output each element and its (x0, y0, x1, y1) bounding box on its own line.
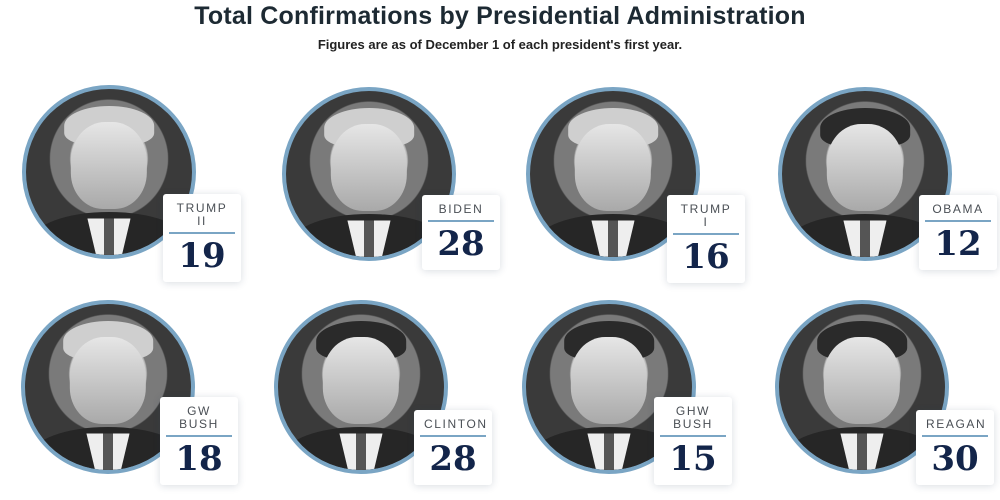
value-card: OBAMA 12 (919, 195, 997, 270)
value-card: TRUMP II 19 (163, 194, 241, 282)
president-label: GHW BUSH (660, 405, 726, 437)
president-tile-obama: OBAMA 12 (778, 85, 1000, 285)
page-title: Total Confirmations by Presidential Admi… (194, 2, 806, 30)
president-label: GW BUSH (166, 405, 232, 437)
value-card: BIDEN 28 (422, 195, 500, 270)
value-card: GW BUSH 18 (160, 397, 238, 485)
value-card: REAGAN 30 (916, 410, 994, 485)
president-tile-clinton: CLINTON 28 (274, 300, 504, 500)
confirmation-count: 30 (931, 439, 979, 479)
value-card: GHW BUSH 15 (654, 397, 732, 485)
value-card: CLINTON 28 (414, 410, 492, 485)
value-card: TRUMP I 16 (667, 195, 745, 283)
president-label: TRUMP II (169, 202, 235, 234)
president-label: OBAMA (925, 203, 991, 222)
confirmation-count: 16 (682, 237, 730, 277)
president-tile-biden: BIDEN 28 (282, 85, 512, 285)
portrait-image (22, 85, 196, 259)
page-subtitle: Figures are as of December 1 of each pre… (317, 37, 683, 52)
president-tile-gw-bush: GW BUSH 18 (21, 300, 251, 500)
confirmation-count: 18 (175, 439, 223, 479)
portrait-image (526, 87, 700, 261)
confirmation-count: 19 (178, 236, 226, 276)
president-label: CLINTON (420, 418, 486, 437)
portrait-image (522, 300, 696, 474)
confirmation-count: 12 (934, 224, 982, 264)
president-label: TRUMP I (673, 203, 739, 235)
confirmation-count: 28 (437, 224, 485, 264)
portrait-image (274, 300, 448, 474)
confirmation-count: 15 (669, 439, 717, 479)
confirmation-count: 28 (429, 439, 477, 479)
portrait-image (282, 87, 456, 261)
president-tile-reagan: REAGAN 30 (775, 300, 1000, 500)
president-label: BIDEN (428, 203, 494, 222)
president-tile-trump-i: TRUMP I 16 (526, 85, 756, 285)
president-label: REAGAN (922, 418, 988, 437)
president-tile-ghw-bush: GHW BUSH 15 (522, 300, 752, 500)
president-tile-trump-ii: TRUMP II 19 (22, 85, 252, 285)
